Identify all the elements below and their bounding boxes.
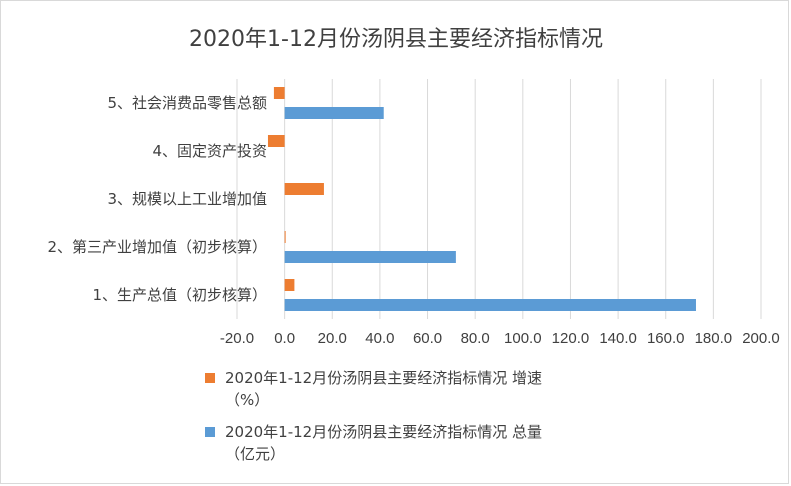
x-tick-label: 120.0 [552,330,590,347]
legend-entry-text: 2020年1-12月份汤阴县主要经济指标情况 总量 [225,423,542,441]
growth-rate-bar [284,231,286,243]
x-tick-label: 20.0 [318,330,347,347]
bars [267,87,696,311]
x-tick-label: 180.0 [695,330,733,347]
category-label: 1、生产总值（初步核算） [92,286,267,304]
x-tick-label: 160.0 [647,330,685,347]
growth-rate-bar [284,183,324,195]
growth-rate-bar [267,135,285,147]
category-labels: 1、生产总值（初步核算） 2、第三产业增加值（初步核算） 3、规模以上工业增加值 4、… [47,94,267,304]
legend-swatch [205,427,215,437]
x-tick-label: 200.0 [742,330,780,347]
legend-entry-text: 2020年1-12月份汤阴县主要经济指标情况 增速 [225,369,542,387]
x-tick-label: 80.0 [461,330,490,347]
legend-entry-text: （%） [225,391,269,409]
growth-rate-bar [273,87,285,99]
category-label: 5、社会消费品零售总额 [107,94,267,112]
x-tick-label: 140.0 [599,330,637,347]
category-label: 4、固定资产投资 [152,142,267,160]
category-label: 2、第三产业增加值（初步核算） [47,238,267,256]
x-axis-tick-labels: -20.0 0.0 20.0 40.0 60.0 80.0 100.0 120.0 140.0 1… [220,330,780,347]
chart-title: 2020年1-12月份汤阴县主要经济指标情况 [189,27,603,52]
x-tick-label: 100.0 [504,330,542,347]
category-label: 3、规模以上工业增加值 [107,190,267,208]
legend-entry-text: （亿元） [225,445,285,463]
x-tick-label: -20.0 [220,330,254,347]
x-tick-label: 0.0 [274,330,295,347]
x-tick-label: 60.0 [413,330,442,347]
growth-rate-bar [284,279,295,291]
legend: 2020年1-12月份汤阴县主要经济指标情况 增速 （%） 2020年1-12月份汤… [205,369,542,463]
x-tick-label: 40.0 [365,330,394,347]
total-amount-bar [284,107,384,119]
total-amount-bar [284,299,696,311]
total-amount-bar [284,251,456,263]
legend-swatch [205,373,215,383]
